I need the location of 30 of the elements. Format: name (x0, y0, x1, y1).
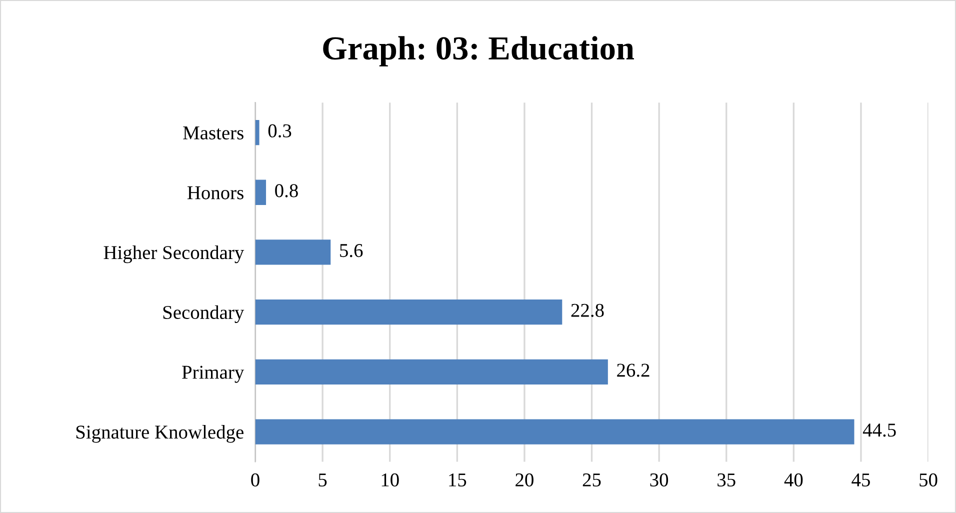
y-tick-label: Secondary (163, 305, 244, 324)
x-tick-label: 30 (650, 473, 668, 486)
chart-title: Graph: 03: Education (323, 36, 634, 66)
bar (255, 240, 331, 265)
bar (255, 180, 266, 205)
data-label: 0.8 (275, 184, 298, 198)
bar (255, 120, 260, 146)
x-tick-label: 45 (852, 474, 870, 486)
data-label: 22.8 (571, 304, 604, 318)
x-tick-label: 5 (318, 474, 327, 486)
data-label: 5.6 (340, 244, 363, 258)
data-label: 0.3 (268, 124, 292, 138)
x-tick-label: 0 (251, 473, 260, 486)
x-tick-label: 50 (920, 473, 938, 486)
bar (255, 359, 608, 384)
bar (255, 419, 854, 444)
x-tick-label: 35 (718, 473, 736, 486)
y-tick-label: Primary (182, 366, 244, 383)
y-tick-label: Higher Secondary (104, 245, 244, 264)
x-tick-label: 25 (582, 473, 601, 486)
y-tick-label: Signature Knowledge (76, 425, 244, 443)
x-tick-label: 20 (516, 473, 534, 486)
x-tick-label: 15 (449, 473, 466, 486)
data-label: 26.2 (617, 364, 650, 377)
bar (255, 300, 562, 325)
data-label: 44.5 (862, 424, 896, 437)
y-tick-label: Masters (183, 126, 244, 140)
y-tick-label: Honors (187, 186, 244, 200)
x-tick-label: 40 (784, 473, 803, 486)
x-tick-label: 10 (382, 473, 399, 486)
